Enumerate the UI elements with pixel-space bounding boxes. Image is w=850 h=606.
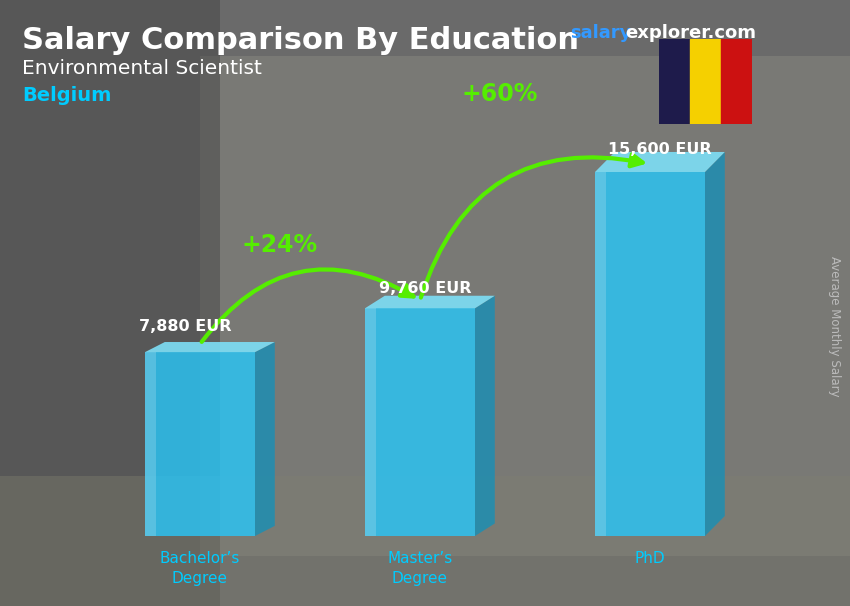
Polygon shape: [145, 352, 255, 536]
Bar: [721, 39, 752, 124]
Polygon shape: [145, 342, 275, 352]
Polygon shape: [595, 152, 725, 172]
Bar: [690, 39, 721, 124]
Polygon shape: [255, 342, 275, 536]
Text: Salary Comparison By Education: Salary Comparison By Education: [22, 26, 579, 55]
Bar: [0, 0, 220, 606]
Polygon shape: [365, 296, 495, 308]
Text: 9,760 EUR: 9,760 EUR: [379, 281, 471, 296]
Text: Bachelor’s
Degree: Bachelor’s Degree: [160, 551, 241, 586]
Polygon shape: [595, 172, 705, 536]
Polygon shape: [145, 352, 156, 536]
Bar: [659, 39, 690, 124]
Text: +24%: +24%: [242, 233, 318, 258]
Polygon shape: [475, 296, 495, 536]
Polygon shape: [705, 152, 725, 536]
Text: +60%: +60%: [462, 82, 538, 106]
Text: 7,880 EUR: 7,880 EUR: [139, 319, 231, 334]
Text: Average Monthly Salary: Average Monthly Salary: [829, 256, 842, 396]
Bar: [0, 476, 850, 606]
Text: Belgium: Belgium: [22, 86, 111, 105]
Polygon shape: [365, 308, 376, 536]
Bar: [200, 56, 850, 556]
Text: PhD: PhD: [635, 551, 666, 566]
Text: 15,600 EUR: 15,600 EUR: [609, 142, 711, 157]
Text: Environmental Scientist: Environmental Scientist: [22, 59, 262, 78]
Text: Master’s
Degree: Master’s Degree: [388, 551, 452, 586]
Text: salary: salary: [570, 24, 632, 42]
Polygon shape: [365, 308, 475, 536]
Polygon shape: [595, 172, 606, 536]
Text: explorer.com: explorer.com: [625, 24, 756, 42]
